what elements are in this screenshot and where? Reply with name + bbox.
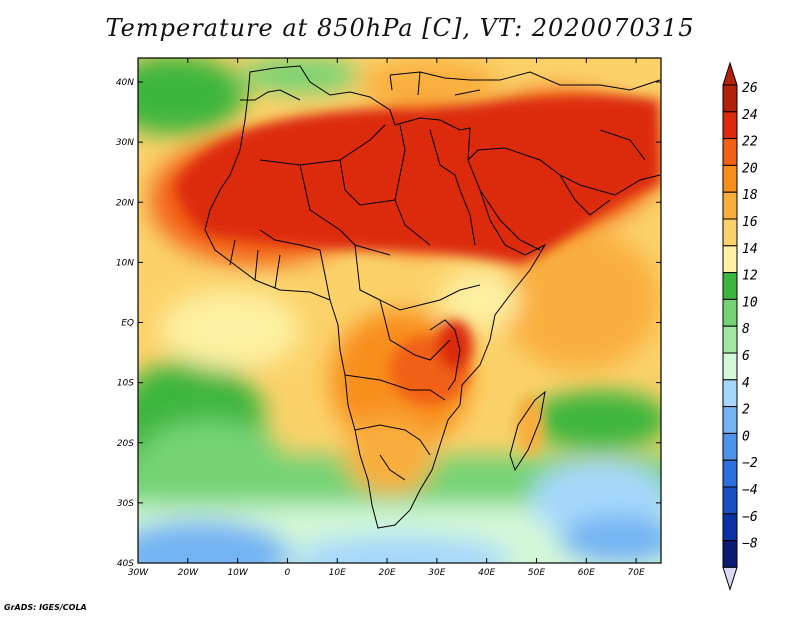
- colorbar-swatch: [722, 325, 738, 354]
- colorbar-swatch: [722, 138, 738, 166]
- colorbar-label: 16: [742, 215, 758, 230]
- colorbar-label: −6: [742, 510, 758, 525]
- colorbar-label: 20: [742, 161, 758, 176]
- y-tick-label: 10S: [117, 379, 134, 389]
- colorbar-swatch: [722, 432, 738, 461]
- x-tick-label: 20E: [378, 568, 395, 578]
- coastlines: [204, 65, 661, 529]
- colorbar-swatch: [722, 379, 738, 408]
- colorbar-swatch: [722, 406, 738, 434]
- y-tick-label: 30S: [117, 499, 134, 509]
- colorbar-label: −2: [742, 456, 758, 471]
- colorbar-label: 14: [742, 242, 758, 257]
- x-tick-label: 10W: [227, 568, 248, 578]
- x-tick-label: 0: [285, 568, 291, 578]
- x-tick-label: 50E: [528, 568, 545, 578]
- x-tick-label: 40E: [478, 568, 495, 578]
- colorbar-swatch: [722, 245, 738, 274]
- x-tick-label: 10E: [329, 568, 346, 578]
- colorbar-swatch: [722, 459, 738, 488]
- y-tick-label: 40N: [116, 78, 134, 88]
- colorbar-swatch: [722, 164, 738, 193]
- plot-frame: [137, 57, 662, 564]
- colorbar-label: 24: [742, 108, 758, 123]
- grads-credit: GrADS: IGES/COLA: [4, 603, 87, 612]
- colorbar-swatch: [722, 111, 738, 140]
- colorbar-label: 22: [742, 135, 758, 150]
- colorbar-label: 12: [742, 269, 758, 284]
- latitude-axis: 40N 30N 20N 10N EQ 10S 20S 30S 40S: [116, 78, 661, 569]
- colorbar-swatch: [722, 298, 738, 327]
- colorbar-label: 2: [742, 403, 750, 418]
- x-tick-label: 30E: [428, 568, 445, 578]
- colorbar-label: 6: [742, 349, 750, 364]
- y-tick-label: 20S: [117, 439, 134, 449]
- colorbar-label: 0: [742, 429, 750, 444]
- colorbar-label: 8: [742, 322, 750, 337]
- y-tick-label: 40S: [117, 559, 134, 569]
- y-tick-label: 10N: [116, 258, 134, 268]
- x-tick-label: 70E: [628, 568, 645, 578]
- y-tick-label: 30N: [116, 138, 134, 148]
- colorbar-label: 10: [742, 295, 758, 310]
- y-tick-label: 20N: [116, 198, 134, 208]
- x-tick-label: 30W: [128, 568, 149, 578]
- colorbar-label: 4: [742, 376, 750, 391]
- x-tick-label: 60E: [578, 568, 595, 578]
- x-tick-label: 20W: [178, 568, 199, 578]
- longitude-axis: 30W 20W 10W 0 10E 20E 30E 40E 50E 60E 70E: [128, 58, 645, 578]
- colorbar-label: −8: [742, 537, 758, 552]
- y-tick-label: EQ: [121, 319, 134, 329]
- colorbar-swatch: [722, 272, 738, 300]
- colorbar-label: −4: [742, 483, 758, 498]
- temperature-field: [138, 58, 661, 563]
- colorbar-swatch: [722, 486, 738, 515]
- colorbar-label: 18: [742, 188, 758, 203]
- colorbar-swatch: [722, 513, 738, 542]
- colorbar-label: 26: [742, 81, 758, 96]
- colorbar-swatch: [722, 540, 738, 568]
- colorbar-swatch: [722, 218, 738, 247]
- colorbar-swatch: [722, 352, 738, 381]
- colorbar-swatch: [722, 84, 738, 113]
- colorbar-swatch: [722, 191, 738, 220]
- colorbar-bottom-arrow: [722, 566, 738, 592]
- map-title: Temperature at 850hPa [C], VT: 202007031…: [105, 14, 695, 42]
- colorbar-top-arrow: [722, 61, 738, 86]
